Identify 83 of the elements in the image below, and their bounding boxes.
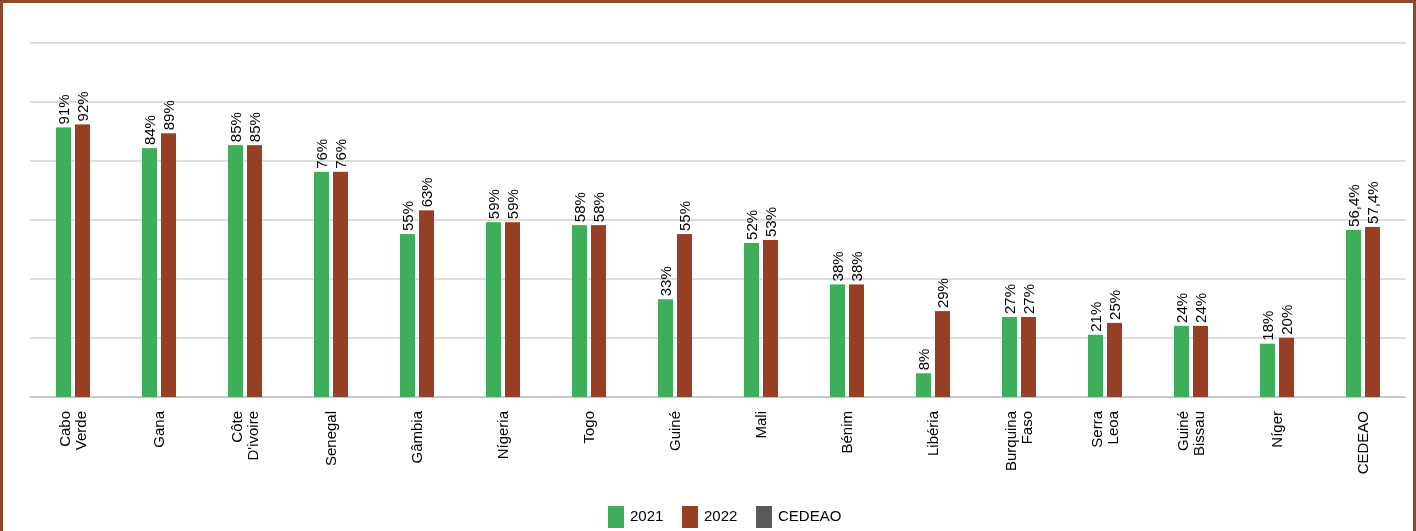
bar	[677, 234, 692, 397]
bar	[1174, 325, 1189, 397]
bar	[1346, 229, 1361, 397]
bar	[56, 127, 71, 397]
data-label: 76%	[312, 138, 330, 169]
data-label: 57,4%	[1363, 181, 1381, 224]
data-label: 38%	[847, 251, 865, 282]
data-label: 8%	[914, 348, 932, 371]
data-label: 59%	[484, 189, 502, 220]
bar	[1260, 343, 1275, 397]
data-label: 25%	[1105, 289, 1123, 320]
data-label: 27%	[1019, 283, 1037, 314]
data-label: 91%	[54, 94, 72, 125]
bar	[1193, 325, 1208, 397]
x-tick-label: CEDEAO	[1354, 411, 1372, 475]
bar	[1021, 317, 1036, 397]
x-tick-label: Senegal	[322, 411, 340, 467]
data-label: 33%	[656, 266, 674, 297]
data-label: 85%	[226, 112, 244, 143]
data-label: 89%	[159, 100, 177, 131]
x-tick-label: Mali	[752, 411, 770, 439]
bar	[1279, 337, 1294, 397]
bar	[400, 234, 415, 397]
data-label: 18%	[1258, 310, 1276, 341]
bar	[228, 145, 243, 397]
legend-label: 2021	[630, 507, 664, 524]
data-label: 85%	[245, 112, 263, 143]
x-tick-label: Serra Leoa	[1088, 410, 1122, 448]
bar	[1088, 334, 1103, 397]
data-label: 27%	[1000, 283, 1018, 314]
bar	[1002, 317, 1017, 397]
bar	[333, 171, 348, 397]
x-tick-label: Burquina Faso	[1002, 410, 1036, 472]
data-label: 53%	[761, 206, 779, 237]
data-label: 29%	[933, 278, 951, 309]
bar	[161, 133, 176, 397]
x-tick-label: Gana	[150, 410, 168, 448]
x-tick-label: Guiné Bissau	[1174, 411, 1208, 457]
legend-label: CEDEAO	[778, 507, 842, 524]
data-label: 55%	[675, 201, 693, 232]
data-label: 56,4%	[1344, 184, 1362, 227]
data-label: 38%	[828, 251, 846, 282]
bar	[314, 171, 329, 397]
data-label: 21%	[1086, 301, 1104, 332]
x-tick-label: Togo	[580, 411, 598, 444]
data-label: 20%	[1277, 304, 1295, 335]
bar	[744, 242, 759, 397]
data-label: 76%	[331, 138, 349, 169]
x-tick-label: Côte D'ivoire	[228, 411, 262, 461]
data-label: 92%	[73, 91, 91, 122]
bar	[849, 284, 864, 397]
legend-label: 2022	[704, 507, 738, 524]
x-tick-label: Libéria	[924, 410, 942, 457]
x-tick-label: Nígeria	[494, 410, 512, 460]
bar	[419, 210, 434, 397]
data-label: 52%	[742, 209, 760, 240]
x-tick-label: Guiné	[666, 411, 684, 452]
data-label: 63%	[417, 177, 435, 208]
data-label: 24%	[1191, 292, 1209, 323]
data-label: 55%	[398, 201, 416, 232]
bar	[658, 299, 673, 397]
x-tick-label: Níger	[1268, 411, 1286, 448]
bar	[75, 124, 90, 397]
data-label: 84%	[140, 115, 158, 146]
bar	[505, 222, 520, 397]
data-label: 58%	[570, 192, 588, 223]
bar	[591, 225, 606, 397]
data-label: 59%	[503, 189, 521, 220]
bar	[830, 284, 845, 397]
bar	[247, 145, 262, 397]
data-label: 24%	[1172, 292, 1190, 323]
bar	[1107, 322, 1122, 397]
x-tick-label: Cabo Verde	[56, 411, 90, 451]
bar	[142, 148, 157, 397]
bar	[916, 373, 931, 397]
bar	[1365, 226, 1380, 397]
data-label: 58%	[589, 192, 607, 223]
bar	[486, 222, 501, 397]
x-tick-label: Bénim	[838, 411, 856, 454]
bar	[572, 225, 587, 397]
bar	[763, 239, 778, 397]
x-tick-label: Gâmbia	[408, 410, 426, 464]
bar	[935, 311, 950, 397]
